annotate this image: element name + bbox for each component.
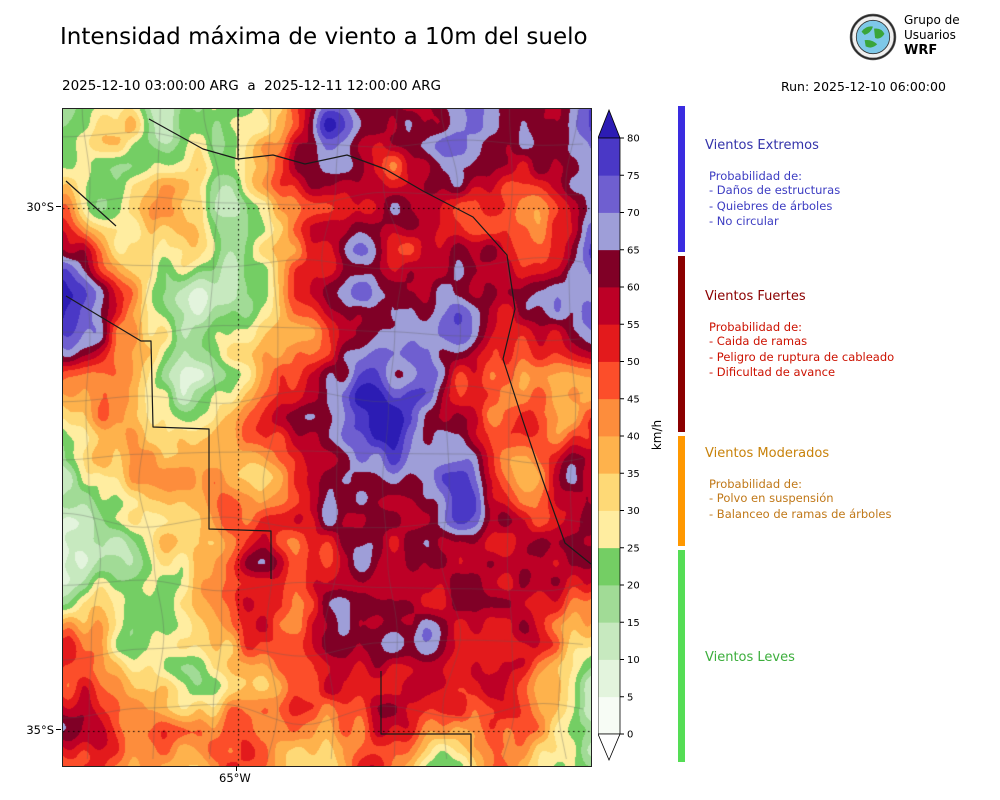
boundary-path bbox=[65, 295, 272, 579]
colorbar-segment bbox=[598, 287, 620, 325]
lat-tick-30s: 30°S bbox=[26, 200, 54, 214]
wrf-logo-text: Grupo de Usuarios WRF bbox=[904, 13, 960, 58]
colorbar-tick-label: 20 bbox=[627, 581, 640, 592]
colorbar-tick-label: 75 bbox=[627, 171, 640, 182]
legend-item: - Polvo en suspensión bbox=[709, 491, 834, 505]
colorbar-tick-label: 45 bbox=[627, 394, 640, 405]
colorbar-tick-label: 60 bbox=[627, 283, 640, 294]
colorbar-tick-label: 70 bbox=[627, 208, 640, 219]
legend-bar-extremos bbox=[678, 106, 685, 252]
legend-item: - Dificultad de avance bbox=[709, 365, 836, 379]
legend-item: - Balanceo de ramas de árboles bbox=[709, 506, 892, 521]
colorbar-segment bbox=[598, 212, 620, 251]
colorbar-over-arrow bbox=[598, 108, 621, 139]
legend-items-moderados: - Polvo en suspensión - Balanceo de ramas… bbox=[709, 491, 985, 522]
run-timestamp: Run: 2025-12-10 06:00:00 bbox=[781, 79, 946, 94]
colorbar-tick-label: 50 bbox=[627, 357, 640, 368]
legend-items-fuertes: - Caida de ramas - Peligro de ruptura de … bbox=[709, 334, 985, 381]
colorbar-segment bbox=[598, 175, 620, 213]
legend-section-moderados: Vientos Moderados Probabilidad de: - Pol… bbox=[705, 446, 985, 522]
globe-icon bbox=[849, 13, 897, 61]
legend-item: - Daños de estructuras bbox=[709, 183, 841, 197]
page-title: Intensidad máxima de viento a 10m del su… bbox=[60, 24, 588, 50]
legend-probability-label: Probabilidad de: bbox=[709, 477, 803, 491]
valid-period: 2025-12-10 03:00:00 ARG a 2025-12-11 12:… bbox=[62, 78, 441, 94]
colorbar-segment bbox=[598, 510, 620, 549]
lat-tickmark-35s bbox=[56, 729, 61, 730]
legend-title-moderados: Vientos Moderados bbox=[705, 446, 830, 461]
wind-field-canvas bbox=[63, 109, 591, 766]
legend-section-fuertes: Vientos Fuertes Probabilidad de: - Caida… bbox=[705, 289, 985, 381]
legend-items-extremos: - Daños de estructuras - Quiebres de árbo… bbox=[709, 183, 985, 230]
legend-bar-leves bbox=[678, 550, 685, 762]
logo-line-2: Usuarios bbox=[904, 28, 956, 42]
lon-tick-65w: 65°W bbox=[219, 771, 251, 785]
colorbar-segment bbox=[598, 436, 620, 474]
legend-bar-moderados bbox=[678, 436, 685, 546]
colorbar-tick-label: 10 bbox=[627, 655, 640, 666]
legend-title-fuertes: Vientos Fuertes bbox=[705, 289, 806, 304]
wrf-logo: Grupo de Usuarios WRF bbox=[849, 13, 960, 61]
colorbar-unit-label: km/h bbox=[650, 419, 665, 451]
legend-item: - Peligro de ruptura de cableado bbox=[709, 349, 895, 364]
colorbar-segment bbox=[598, 547, 620, 586]
legend-title-extremos: Vientos Extremos bbox=[705, 138, 819, 153]
colorbar-segment bbox=[598, 473, 620, 511]
wind-map bbox=[62, 108, 592, 767]
legend-probability-label: Probabilidad de: bbox=[709, 169, 803, 183]
colorbar-tick-label: 0 bbox=[627, 730, 633, 741]
colorbar-tick-label: 25 bbox=[627, 543, 640, 554]
colorbar-segment bbox=[598, 398, 620, 437]
colorbar-segment bbox=[598, 138, 620, 176]
legend-section-extremos: Vientos Extremos Probabilidad de: - Daño… bbox=[705, 138, 985, 230]
colorbar-tick-label: 35 bbox=[627, 469, 640, 480]
colorbar-segment bbox=[598, 585, 620, 623]
legend-item: - Quiebres de árboles bbox=[709, 198, 833, 213]
colorbar-segment bbox=[598, 249, 620, 288]
lon-tickmark-65w bbox=[236, 766, 237, 771]
logo-line-1: Grupo de bbox=[904, 13, 960, 27]
boundary-path bbox=[65, 180, 117, 227]
colorbar-tick-label: 40 bbox=[627, 432, 640, 443]
logo-line-3: WRF bbox=[904, 43, 938, 58]
legend-item: - Caida de ramas bbox=[709, 334, 808, 348]
boundary-path bbox=[148, 118, 591, 565]
colorbar-tick-label: 65 bbox=[627, 245, 640, 256]
colorbar-tick-label: 30 bbox=[627, 506, 640, 517]
colorbar-tick-label: 5 bbox=[627, 692, 633, 703]
legend-item: - No circular bbox=[709, 214, 779, 228]
colorbar-segment bbox=[598, 659, 620, 698]
legend-section-leves: Vientos Leves bbox=[705, 650, 985, 665]
province-boundaries bbox=[65, 109, 591, 766]
colorbar-segment bbox=[598, 622, 620, 660]
colorbar-segment bbox=[598, 361, 620, 400]
lat-tickmark-30s bbox=[56, 206, 61, 207]
colorbar-segment bbox=[598, 324, 620, 362]
colorbar-tick-label: 55 bbox=[627, 320, 640, 331]
boundary-path bbox=[380, 671, 472, 766]
colorbar-under-arrow bbox=[598, 733, 621, 762]
legend-bar-fuertes bbox=[678, 256, 685, 432]
legend-title-leves: Vientos Leves bbox=[705, 650, 795, 665]
colorbar: 0 5 10 15 20 25 30 35 40 45 50 55 60 65 70 75 80 bbox=[598, 108, 640, 762]
lat-tick-35s: 35°S bbox=[26, 723, 54, 737]
colorbar-segment bbox=[598, 696, 620, 735]
legend-probability-label: Probabilidad de: bbox=[709, 320, 803, 334]
colorbar-tick-label: 15 bbox=[627, 618, 640, 629]
colorbar-tick-label: 80 bbox=[627, 134, 640, 145]
